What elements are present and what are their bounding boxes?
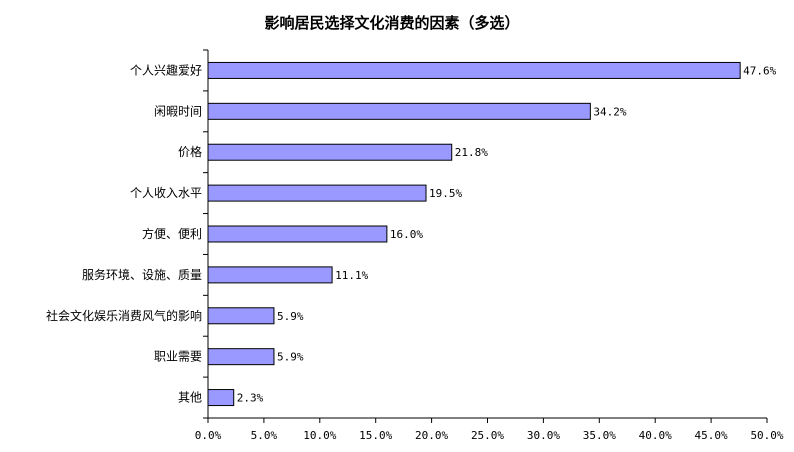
x-tick-label: 10.0% [303, 429, 336, 442]
category-label: 方便、便利 [142, 226, 202, 241]
category-label: 个人收入水平 [130, 186, 202, 200]
bar [207, 389, 235, 407]
value-label: 5.9% [277, 351, 304, 364]
x-tick-label: 40.0% [639, 429, 672, 442]
value-label: 11.1% [335, 269, 368, 282]
value-label: 2.3% [237, 392, 264, 405]
category-label: 个人兴趣爱好 [130, 62, 202, 77]
bar [207, 184, 427, 202]
bar [207, 102, 591, 120]
chart-title: 影响居民选择文化消费的因素（多选） [264, 14, 519, 32]
x-tick-label: 45.0% [695, 429, 728, 442]
x-tick-label: 25.0% [471, 429, 504, 442]
value-label: 5.9% [277, 310, 304, 323]
x-tick-label: 35.0% [583, 429, 616, 442]
x-tick-label: 20.0% [415, 429, 448, 442]
category-label: 闲暇时间 [154, 104, 202, 118]
category-label: 服务环境、设施、质量 [82, 267, 202, 282]
value-label: 16.0% [390, 228, 423, 241]
x-tick-label: 0.0% [195, 429, 222, 442]
plot-area: 0.0% 5.0% 10.0% 15.0% 20.0% 25.0% 30.0% 35.0% 40… [46, 49, 784, 442]
bar [207, 266, 333, 284]
x-tick-label: 50.0% [750, 429, 783, 442]
bar [207, 225, 388, 243]
bar [207, 348, 275, 366]
x-tick-label: 30.0% [527, 429, 560, 442]
bar [207, 61, 741, 79]
category-label: 价格 [178, 144, 202, 159]
x-tick-label: 15.0% [359, 429, 392, 442]
bar [207, 307, 275, 325]
category-label: 社会文化娱乐消费风气的影响 [46, 308, 202, 323]
x-tick-label: 5.0% [251, 429, 278, 442]
bar [207, 143, 453, 161]
value-label: 34.2% [593, 105, 626, 118]
category-label: 职业需要 [154, 350, 202, 364]
value-label: 47.6% [743, 64, 776, 77]
category-label: 其他 [178, 391, 202, 405]
value-label: 19.5% [429, 187, 462, 200]
value-label: 21.8% [455, 146, 488, 159]
